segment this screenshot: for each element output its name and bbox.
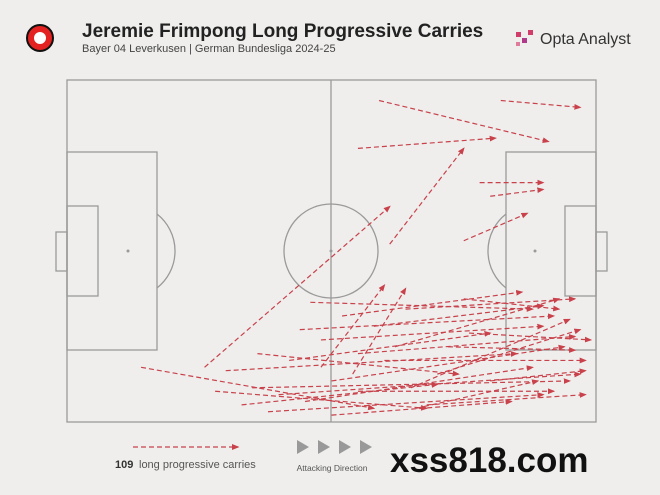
carry-arrow (447, 346, 577, 353)
carry-arrow (204, 205, 391, 368)
carries (140, 99, 593, 416)
carry-arrow (225, 351, 519, 372)
carry-arrow (267, 392, 545, 413)
club-logo (26, 24, 54, 52)
carry-arrow (342, 289, 524, 317)
carry-arrow (463, 212, 529, 242)
carry-arrow (373, 303, 545, 327)
carry-arrow (357, 334, 577, 355)
carry-arrow (500, 99, 582, 110)
carry-arrow (378, 99, 550, 144)
carry-arrow (426, 392, 587, 406)
brand-logo (516, 30, 533, 46)
subtitle: Bayer 04 Leverkusen | German Bundesliga … (82, 43, 336, 55)
carry-arrow (331, 344, 566, 382)
watermark: xss818.com (390, 441, 588, 480)
carry-arrow (215, 390, 429, 411)
carry-arrow (320, 323, 545, 341)
carry-arrow (416, 379, 540, 409)
carry-arrow (257, 353, 460, 377)
carry-arrow (394, 297, 561, 348)
direction-arrows (297, 440, 372, 454)
carry-arrow (352, 287, 407, 375)
carry-arrow (278, 371, 582, 396)
chart-title: Jeremie Frimpong Long Progressive Carrie… (82, 21, 483, 42)
carry-arrow (252, 378, 571, 389)
carry-arrow (320, 284, 386, 368)
carry-arrow (389, 147, 465, 245)
carry-arrow (405, 296, 577, 310)
carry-count: 109 (115, 459, 133, 471)
pitch (55, 79, 608, 423)
carry-arrow (241, 382, 439, 406)
count-label: long progressive carries (139, 459, 256, 471)
carry-arrow (357, 135, 497, 149)
carry-arrow (310, 301, 534, 312)
direction-label: Attacking Direction (297, 463, 368, 473)
carry-arrow (289, 331, 492, 362)
carry-arrow (490, 187, 545, 197)
carry-arrow (299, 313, 556, 331)
carry-arrow (437, 328, 582, 375)
brand: Opta Analyst (540, 31, 631, 48)
carry-arrow (410, 318, 571, 389)
carry-arrow (331, 399, 513, 416)
carry-arrow (469, 332, 593, 343)
